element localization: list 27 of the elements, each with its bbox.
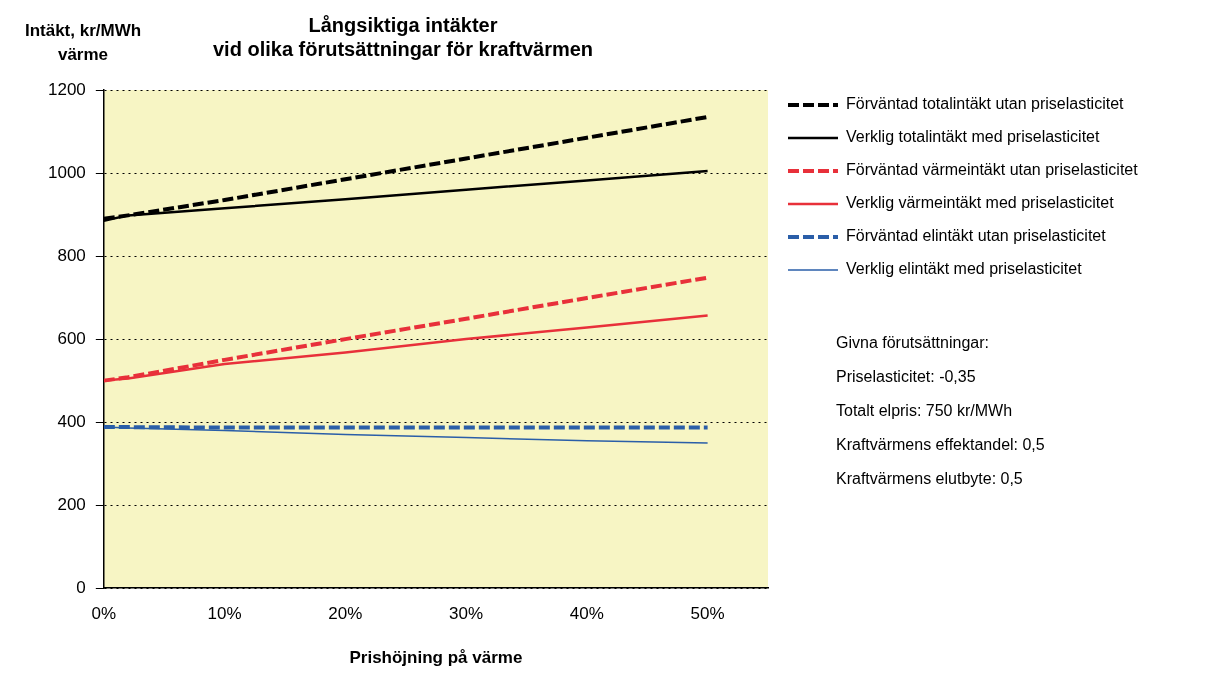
y-axis-title: Intäkt, kr/MWh värme: [24, 21, 142, 64]
y-tick-label: 200: [57, 494, 86, 514]
chart-title: Långsiktiga intäkter vid olika förutsättningar för kraftvärmen: [212, 13, 594, 60]
legend-label: Förväntad totalintäkt utan priselasticitet: [846, 95, 1125, 113]
legend-label: Förväntad elintäkt utan priselasticitet: [846, 227, 1107, 245]
x-tick-label: 10%: [207, 604, 242, 624]
text: Kraftvärmens effektandel: 0,5: [836, 436, 1045, 453]
text: Givna förutsättningar:: [836, 334, 989, 351]
y-tick-label: 400: [57, 411, 86, 431]
x-tick-label: 50%: [690, 604, 725, 624]
text: Priselasticitet: -0,35: [836, 368, 976, 385]
legend-label: Verklig elintäkt med priselasticitet: [846, 260, 1083, 278]
legend-label: Förväntad värmeintäkt utan priselasticitet: [846, 161, 1139, 179]
y-tick-label: 800: [57, 245, 86, 265]
legend-label: Verklig värmeintäkt med priselasticitet: [846, 194, 1115, 212]
y-tick-label: 1000: [47, 162, 86, 182]
text: Totalt elpris: 750 kr/MWh: [836, 402, 1013, 419]
y-tick-label: 1200: [47, 79, 86, 99]
legend-label: Verklig totalintäkt med priselasticitet: [846, 128, 1100, 146]
x-tick-label: 20%: [328, 604, 363, 624]
y-tick-label: 600: [57, 328, 86, 348]
x-tick-label: 30%: [449, 604, 484, 624]
x-tick-label: 0%: [91, 604, 117, 624]
x-axis-title: Prishöjning på värme: [349, 648, 523, 668]
y-tick-label: 0: [76, 577, 86, 597]
x-tick-label: 40%: [569, 604, 604, 624]
text: Kraftvärmens elutbyte: 0,5: [836, 470, 1023, 487]
